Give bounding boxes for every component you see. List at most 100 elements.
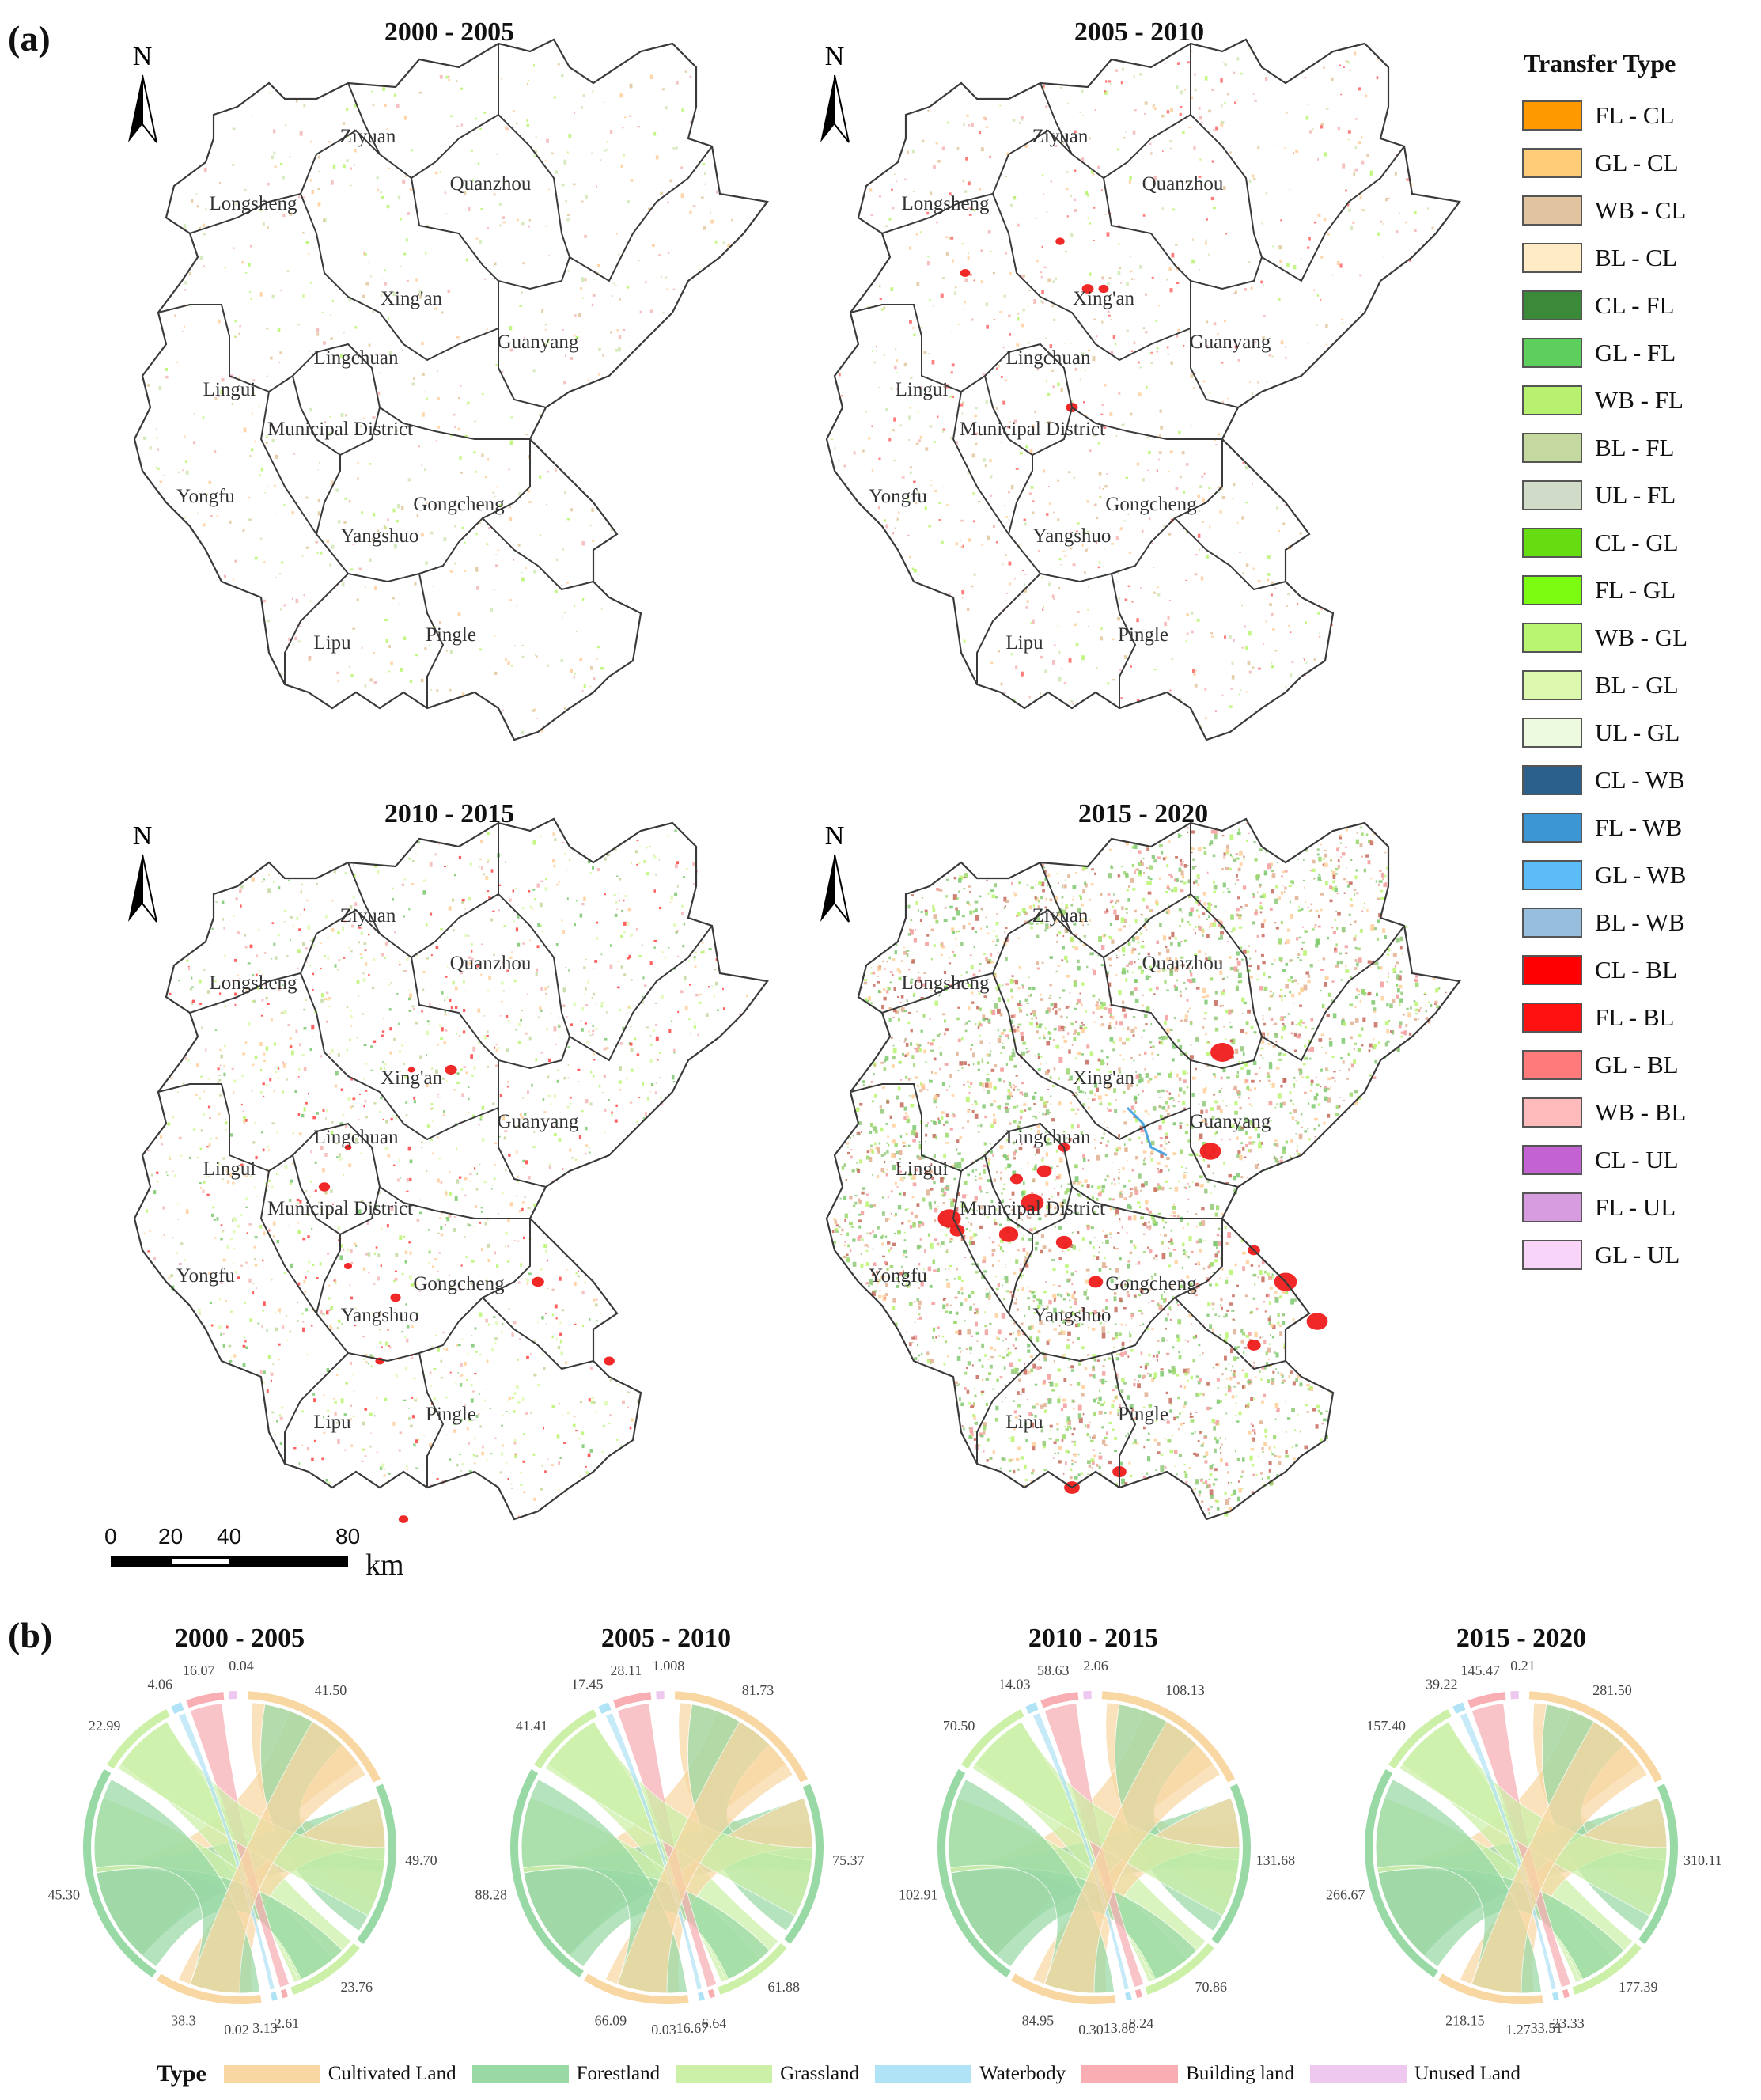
district-label: Xing'an: [1073, 1067, 1135, 1089]
legend-label: BL - CL: [1595, 244, 1677, 271]
legend-label: WB - CL: [1595, 196, 1687, 224]
chord-value-label: 66.09: [595, 2013, 627, 2029]
district-boundary: [498, 893, 713, 1062]
chord-value-label: 58.63: [1037, 1662, 1070, 1678]
chord-arc: [271, 1992, 278, 2001]
chord-value-label: 1.27: [1505, 2022, 1531, 2037]
district-label: Pingle: [426, 1404, 476, 1425]
chord-arc: [171, 1702, 184, 1715]
legend-swatch: [1522, 1050, 1582, 1080]
chord-arc: [1572, 1943, 1642, 1996]
legend-label: WB - BL: [1595, 1098, 1687, 1126]
district-boundary: [1008, 1234, 1033, 1314]
district-label: Gongcheng: [413, 1273, 505, 1294]
legend-item: CL - UL: [1522, 1136, 1687, 1184]
chord-arc: [1040, 1692, 1079, 1708]
type-legend-label: Building land: [1186, 2063, 1294, 2084]
chord-value-label: 6.64: [702, 2015, 727, 2031]
legend-label: CL - WB: [1595, 766, 1685, 794]
district-label: Pingle: [1118, 1404, 1168, 1425]
land-transfer-map: Ziyuan Quanzhou Longsheng Xing'an Guanyang Li…: [128, 817, 769, 1523]
legend-item: CL - BL: [1522, 946, 1687, 994]
chord-value-label: 88.28: [475, 1887, 508, 1903]
legend-item: FL - UL: [1522, 1184, 1687, 1231]
built-up-patch: [343, 1262, 353, 1270]
map-title: 2000 - 2005: [384, 17, 515, 47]
chord-value-label: 0.03: [651, 2022, 676, 2037]
district-boundary: [498, 1060, 547, 1188]
chord-value-label: 145.47: [1461, 1662, 1501, 1678]
district-label: Municipal District: [267, 419, 413, 440]
chord-value-label: 281.50: [1592, 1682, 1632, 1698]
district-label: Quanzhou: [450, 173, 532, 195]
district-boundary: [1111, 573, 1137, 708]
built-up-patch: [445, 1064, 457, 1075]
legend-item: WB - FL: [1522, 377, 1687, 424]
type-legend-swatch: [875, 2065, 972, 2083]
transfer-legend: FL - CL GL - CL WB - CL BL - CL CL - FL GL - …: [1522, 92, 1687, 1279]
legend-swatch: [1522, 148, 1582, 178]
built-up-patch: [1199, 1143, 1221, 1160]
chord-value-label: 84.95: [1022, 2013, 1055, 2029]
chord-arc: [961, 1709, 1024, 1769]
built-up-patch: [398, 1515, 409, 1523]
legend-label: FL - WB: [1595, 813, 1683, 841]
legend-item: WB - GL: [1522, 614, 1687, 661]
district-boundary: [300, 193, 499, 362]
legend-item: GL - UL: [1522, 1231, 1687, 1279]
chord-arc: [1438, 1973, 1543, 2004]
district-boundary: [1008, 455, 1033, 535]
chord-arc: [1528, 1691, 1662, 1783]
legend-swatch: [1522, 243, 1582, 273]
chord-value-label: 1.008: [653, 1658, 685, 1674]
legend-label: UL - FL: [1595, 481, 1676, 509]
legend-swatch: [1522, 1145, 1582, 1175]
type-legend-swatch: [1081, 2065, 1179, 2083]
chord-value-label: 16.07: [183, 1662, 214, 1678]
chord-arc: [534, 1709, 597, 1769]
district-label: Xing'an: [381, 288, 443, 309]
legend-label: UL - GL: [1595, 718, 1680, 746]
scale-bar-track: [111, 1556, 348, 1567]
legend-item: WB - BL: [1522, 1089, 1687, 1136]
built-up-patch: [1009, 1173, 1024, 1185]
legend-label: BL - GL: [1595, 671, 1679, 699]
legend-label: GL - FL: [1595, 339, 1676, 366]
panel-a-label: (a): [8, 18, 51, 59]
panel-b-label: (b): [8, 1615, 53, 1655]
legend-item: FL - WB: [1522, 804, 1687, 851]
built-up-patch: [1055, 1235, 1073, 1249]
built-up-patch: [960, 268, 971, 278]
chord-value-label: 23.33: [1552, 2015, 1585, 2031]
chord-value-label: 13.86: [1104, 2020, 1136, 2036]
district-boundary: [1071, 1186, 1222, 1219]
legend-swatch: [1522, 100, 1582, 131]
district-label: Municipal District: [960, 419, 1105, 440]
legend-swatch: [1522, 480, 1582, 510]
district-label: Longsheng: [209, 193, 297, 214]
built-up-patch: [344, 1144, 352, 1150]
type-legend-item: Grassland: [676, 2063, 859, 2085]
legend-item: GL - CL: [1522, 139, 1687, 187]
chord-arc: [1134, 1988, 1143, 1999]
outer-boundary: [133, 817, 769, 1521]
chord-arc: [613, 1692, 652, 1708]
chord-ribbon: [1459, 1711, 1558, 1991]
scale-tick: 40: [217, 1524, 242, 1548]
chord-arc: [1145, 1943, 1214, 1996]
district-boundary: [498, 281, 547, 408]
chord-value-label: 49.70: [405, 1852, 437, 1868]
district-label: Lingchuan: [1006, 347, 1091, 369]
district-label: Yongfu: [176, 486, 235, 507]
chord-arc: [82, 1769, 157, 1978]
district-label: Yangshuo: [341, 525, 419, 547]
chord-arc: [1638, 1783, 1678, 1944]
district-label: Guanyang: [498, 332, 579, 353]
legend-item: CL - FL: [1522, 282, 1687, 329]
district-boundary: [411, 177, 570, 290]
district-boundary: [976, 573, 1041, 684]
chord-ribbon: [616, 1720, 794, 1994]
district-boundary: [411, 957, 570, 1070]
district-label: Ziyuan: [340, 126, 396, 147]
